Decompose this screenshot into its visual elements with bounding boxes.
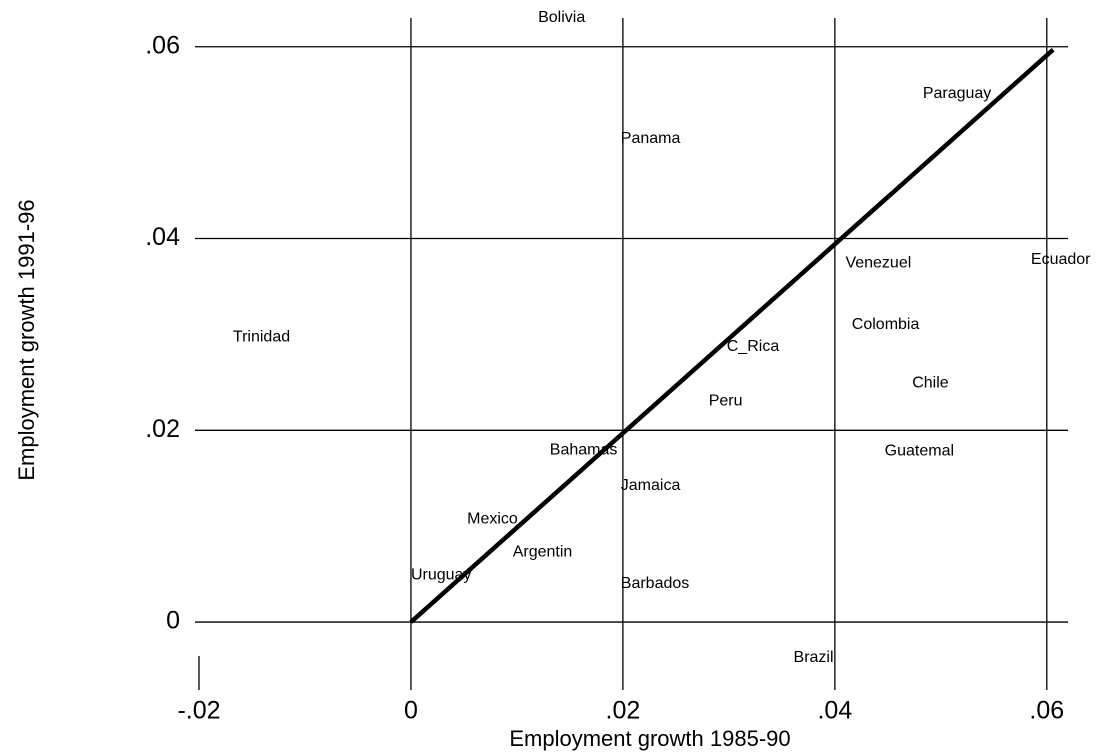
x-tick-label: .04 [817, 697, 852, 725]
point-label: C_Rica [727, 338, 780, 355]
y-tick-label: .04 [145, 223, 180, 251]
point-label: Chile [912, 375, 949, 392]
y-tick-label: .06 [145, 31, 180, 59]
y-axis-label: Employment growth 1991-96 [14, 199, 39, 480]
x-tick-label: .02 [606, 697, 641, 725]
point-label: Guatemal [885, 443, 954, 460]
point-label: Venezuel [845, 255, 911, 272]
x-axis-label: Employment growth 1985-90 [509, 726, 790, 751]
point-label: Jamaica [621, 477, 681, 494]
point-label: Colombia [852, 316, 920, 333]
x-tick-label: 0 [404, 697, 418, 725]
x-tick-label: -.02 [177, 697, 220, 725]
point-label: Ecuador [1031, 251, 1091, 268]
point-label: Brazil [794, 649, 834, 666]
y-tick-label: .02 [145, 415, 180, 443]
x-tick-label: .06 [1029, 697, 1064, 725]
point-label: Peru [709, 393, 743, 410]
fit-line [409, 47, 1055, 624]
point-label: Panama [621, 130, 681, 147]
y-tick-label: 0 [166, 607, 180, 635]
point-label: Mexico [467, 511, 518, 528]
point-label: Barbados [621, 575, 690, 592]
point-label: Argentin [513, 543, 573, 560]
point-label: Trinidad [233, 329, 290, 346]
point-label: Paraguay [923, 85, 992, 102]
point-label: Bolivia [538, 9, 585, 26]
